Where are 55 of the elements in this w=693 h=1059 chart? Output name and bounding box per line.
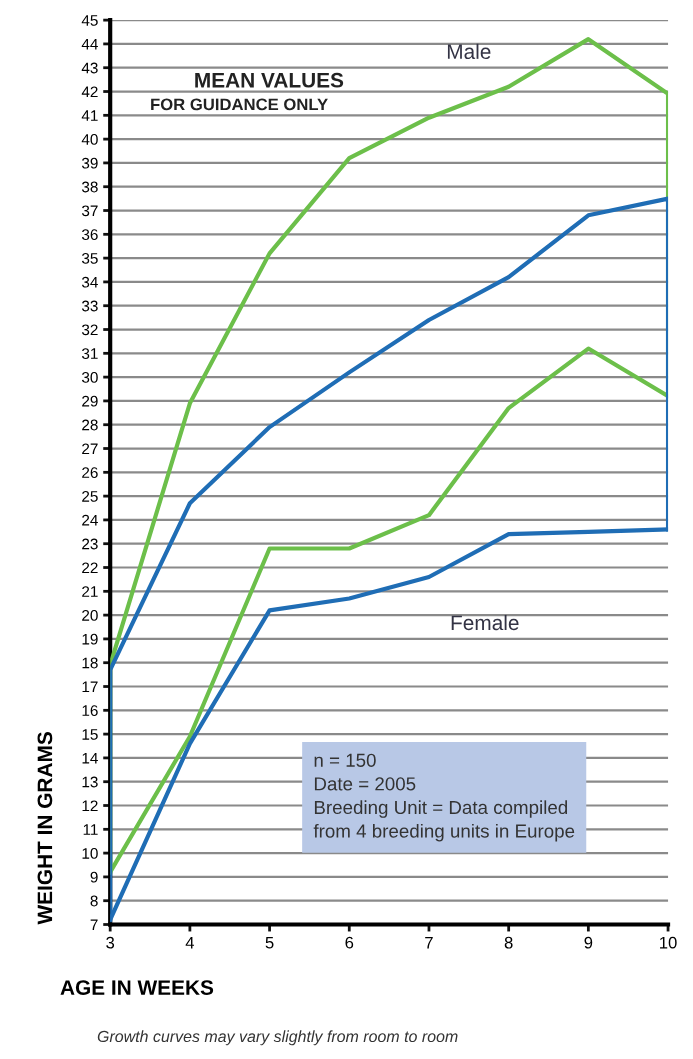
y-tick-label: 21: [82, 586, 98, 597]
y-tick-label: 36: [81, 229, 98, 240]
y-tick-label: 44: [81, 38, 98, 50]
y-tick-label: 30: [81, 371, 98, 383]
y-tick-label: 40: [81, 133, 98, 145]
y-tick-label: 26: [82, 467, 98, 478]
y-tick-label: 18: [82, 657, 98, 669]
y-tick-label: 45: [81, 15, 98, 26]
x-tick-label: 10: [660, 936, 677, 949]
x-tick-label: 9: [584, 936, 593, 949]
y-tick-label: 28: [82, 419, 98, 431]
y-tick-label: 31: [81, 348, 98, 359]
y-tick-label: 24: [82, 514, 98, 526]
x-tick-label: 3: [106, 936, 115, 949]
annotation: FOR GUIDANCE ONLY: [151, 98, 328, 111]
y-tick-label: 10: [82, 847, 98, 859]
y-tick-label: 15: [82, 729, 98, 740]
y-axis-title: WEIGHT IN GRAMS: [37, 732, 53, 925]
y-tick-label: 37: [81, 205, 98, 217]
x-tick-label: 4: [185, 936, 195, 949]
y-tick-label: 38: [81, 181, 98, 193]
y-tick-label: 27: [82, 443, 98, 455]
y-tick-label: 7: [90, 919, 98, 931]
annotation: MEAN VALUES: [195, 72, 344, 88]
y-tick-label: 8: [90, 895, 98, 907]
y-tick-label: 20: [82, 609, 98, 621]
x-axis-title: AGE IN WEEKS: [60, 980, 214, 995]
y-tick-label: 29: [82, 395, 98, 407]
y-tick-label: 32: [81, 324, 98, 336]
annotation: n = 150 Date = 2005 Breeding Unit = Data compiled from 4 breeding units in Europe: [313, 753, 575, 842]
x-tick-label: 7: [425, 936, 433, 949]
y-tick-label: 39: [81, 157, 98, 169]
y-tick-label: 16: [82, 705, 98, 716]
y-tick-label: 12: [82, 800, 98, 812]
y-tick-label: 14: [82, 752, 98, 764]
y-tick-label: 9: [90, 871, 98, 883]
y-tick-label: 25: [82, 490, 98, 502]
y-tick-label: 19: [82, 633, 98, 645]
x-tick-label: 5: [265, 936, 274, 949]
x-tick-label: 6: [345, 936, 354, 949]
y-tick-label: 41: [81, 110, 98, 121]
y-tick-label: 23: [82, 538, 98, 550]
text: Female: [451, 614, 519, 631]
y-tick-label: 34: [81, 276, 98, 288]
x-tick-label: 8: [504, 936, 513, 949]
y-tick-label: 17: [82, 681, 98, 693]
y-tick-label: 11: [83, 824, 98, 835]
y-tick-label: 42: [81, 86, 98, 98]
y-tick-label: 13: [82, 776, 98, 788]
y-tick-label: 35: [81, 252, 98, 264]
text: Growth curves may vary slightly from room to room: [97, 1030, 458, 1046]
y-tick-label: 33: [81, 300, 98, 312]
y-tick-label: 43: [81, 62, 98, 74]
series-label: Male: [447, 43, 491, 60]
y-tick-label: 22: [82, 562, 98, 574]
